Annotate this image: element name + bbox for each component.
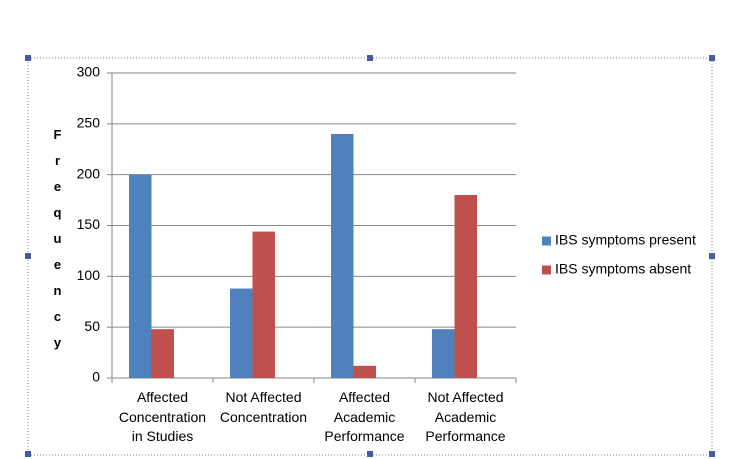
- bar: [151, 329, 174, 378]
- legend-swatch: [542, 265, 551, 275]
- bar: [454, 195, 477, 378]
- legend-label: IBS symptoms absent: [555, 261, 691, 277]
- bar: [432, 329, 455, 378]
- y-tick-label: 0: [92, 369, 100, 385]
- y-tick-label: 100: [77, 267, 101, 283]
- x-tick-label: Not Affected Concentration: [219, 389, 308, 425]
- x-tick-label: Affected Academic Performance: [324, 389, 405, 444]
- bar: [230, 288, 253, 378]
- x-tick-label: Affected Concentration in Studies: [118, 389, 207, 444]
- legend-label: IBS symptoms present: [555, 232, 696, 248]
- bar: [252, 231, 275, 378]
- bar: [331, 134, 354, 378]
- bar: [129, 174, 152, 378]
- y-axis-label: Frequency: [50, 127, 65, 361]
- y-tick-label: 50: [84, 318, 100, 334]
- y-tick-label: 200: [77, 165, 101, 181]
- y-tick-label: 300: [77, 64, 101, 80]
- y-tick-label: 150: [77, 216, 101, 232]
- x-tick-label: Not Affected Academic Performance: [425, 389, 506, 444]
- bar: [353, 365, 376, 378]
- y-tick-label: 250: [77, 115, 101, 131]
- legend-swatch: [542, 236, 551, 246]
- selection-handles: [25, 55, 715, 457]
